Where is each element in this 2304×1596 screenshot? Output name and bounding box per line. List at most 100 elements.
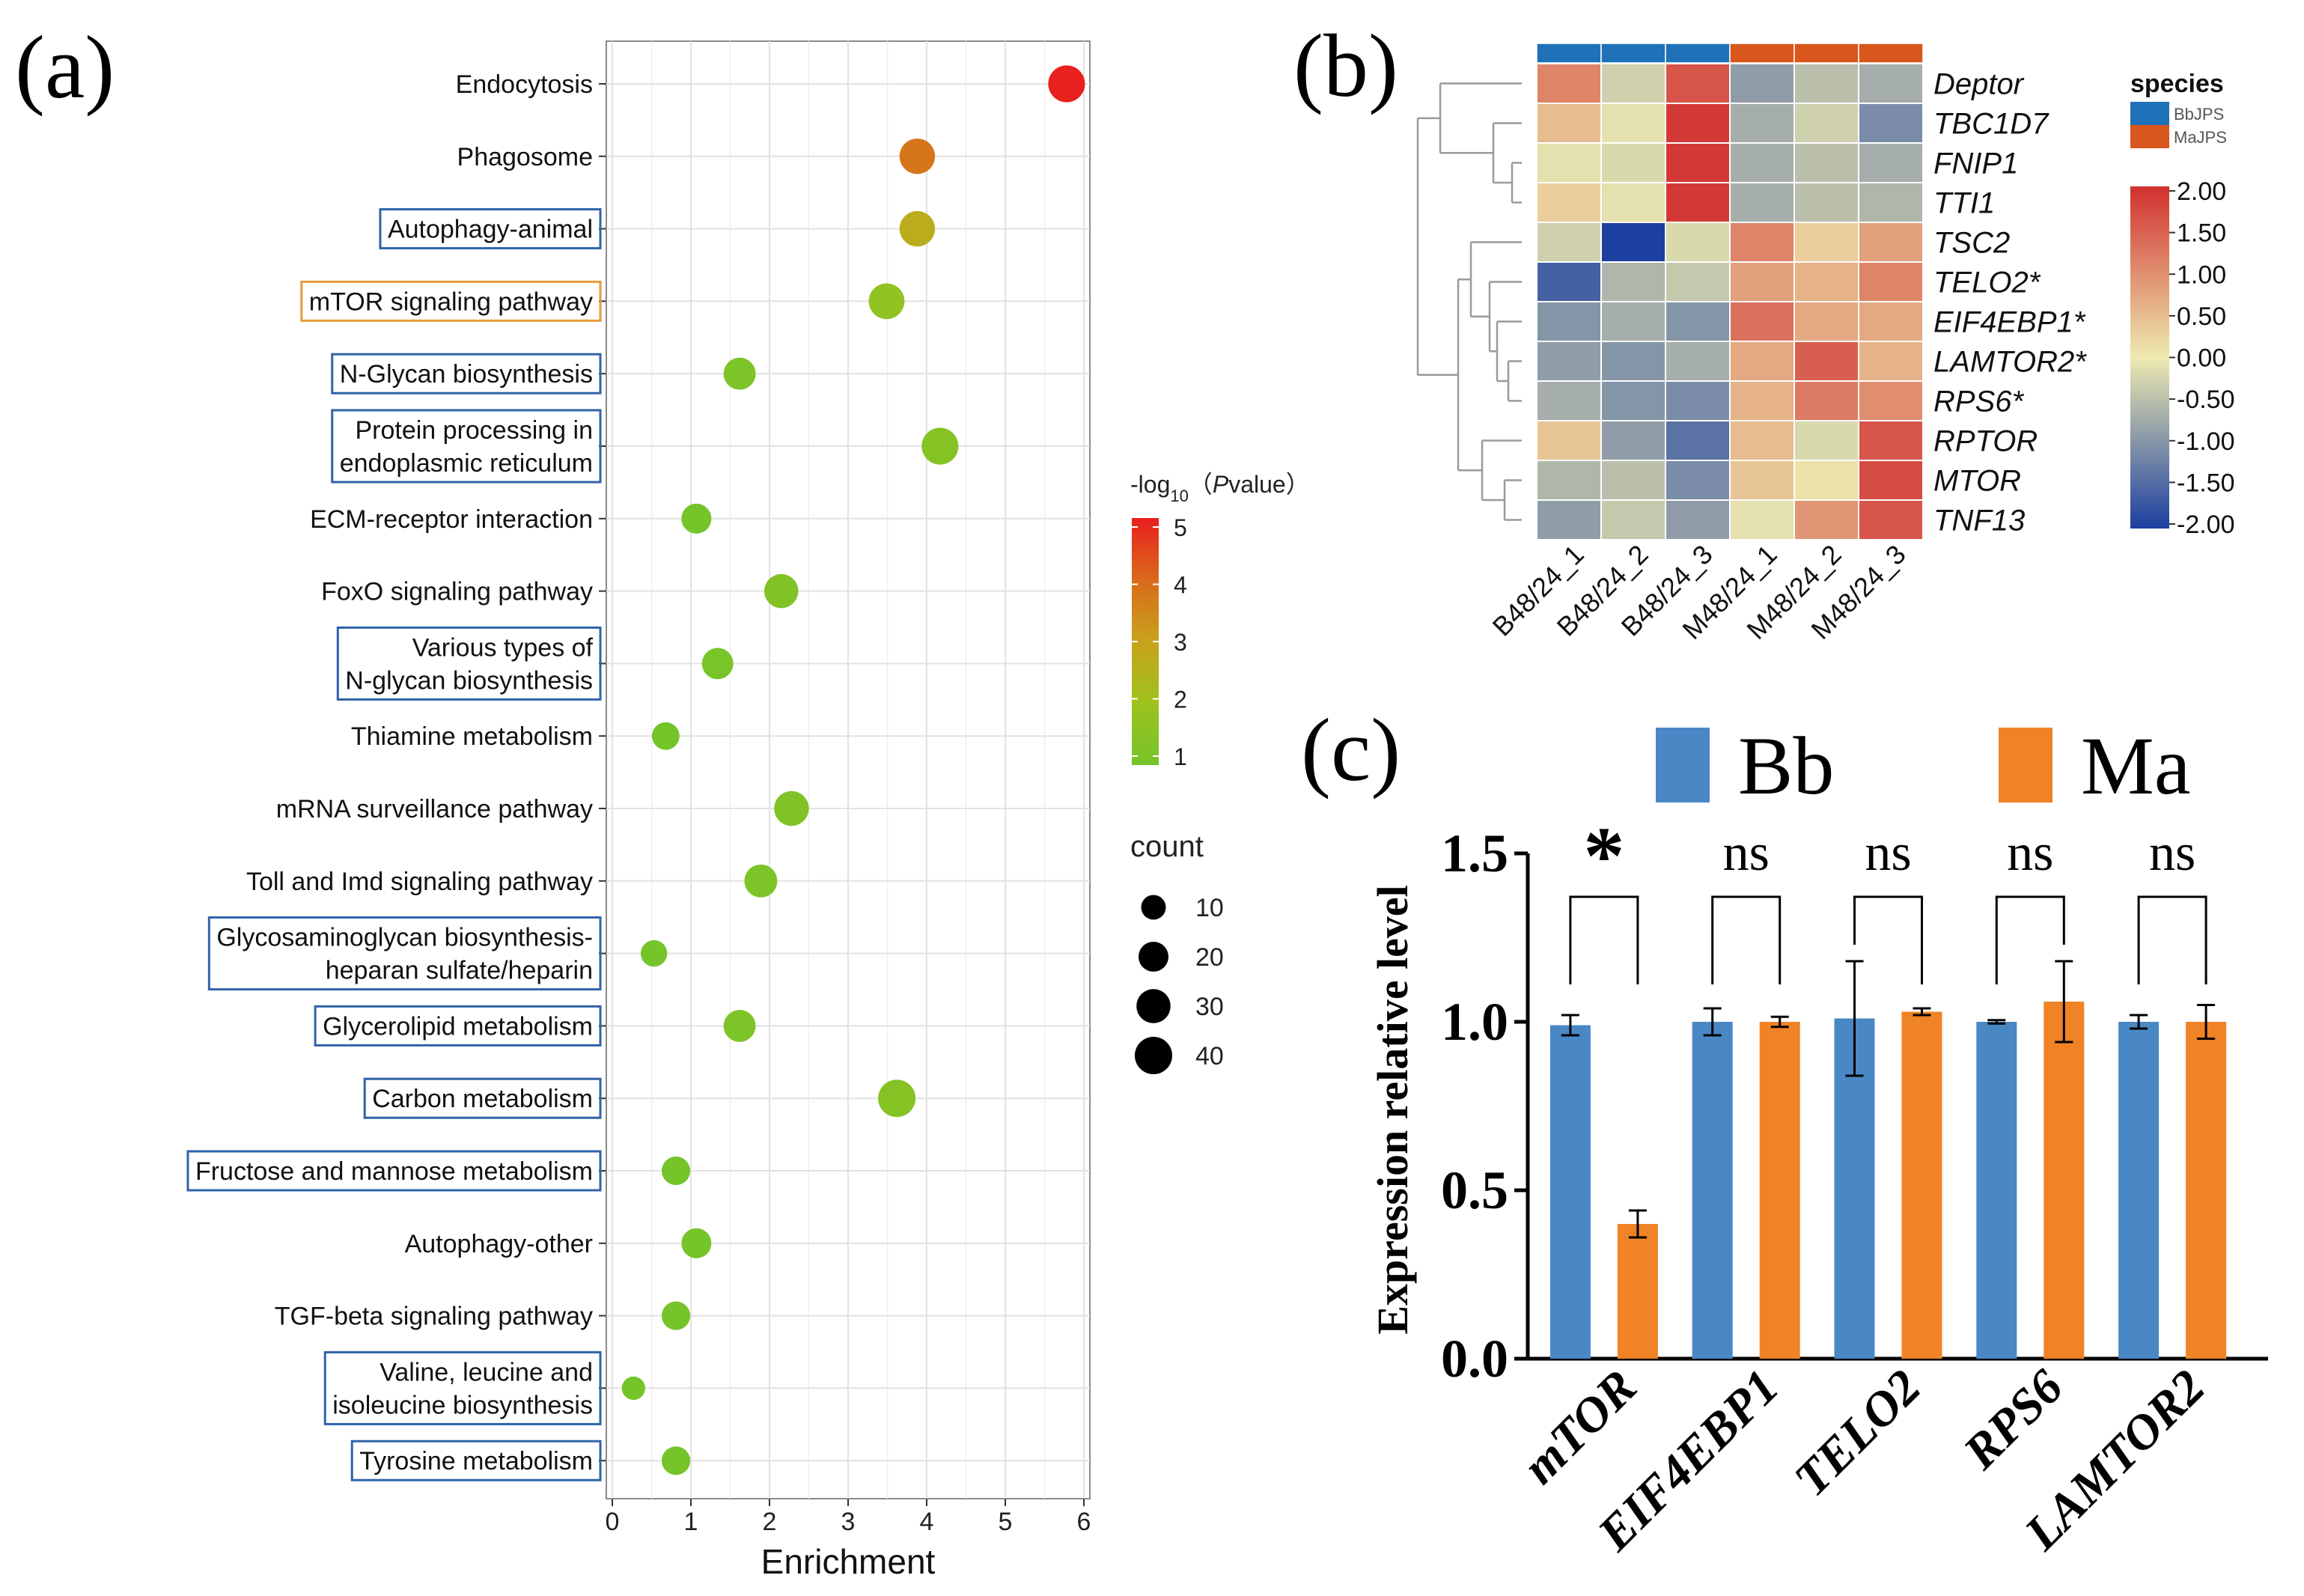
colorbar-tick-label: 1.50 bbox=[2177, 219, 2226, 248]
colorbar-tick-label: 3 bbox=[1174, 629, 1187, 656]
heatmap-cell bbox=[1729, 142, 1795, 183]
y-label-group: mRNA surveillance pathway bbox=[276, 795, 593, 823]
y-label-group: Glycosaminoglycan biosynthesis-heparan s… bbox=[216, 924, 593, 985]
colorbar-tick-label: 1.00 bbox=[2177, 261, 2226, 289]
species-annotation-cell bbox=[1600, 43, 1666, 64]
data-point bbox=[899, 210, 936, 247]
heatmap-cell bbox=[1600, 63, 1666, 104]
y-tick-label: Autophagy-other bbox=[405, 1230, 593, 1258]
data-point bbox=[774, 791, 809, 826]
size-legend-label: 10 bbox=[1195, 894, 1224, 922]
heatmap-cell bbox=[1729, 420, 1795, 461]
heatmap-cell bbox=[1858, 420, 1924, 461]
heatmap-cell bbox=[1665, 380, 1731, 421]
y-label-group: Autophagy-animal bbox=[388, 216, 593, 244]
pathway-highlight-box bbox=[300, 280, 602, 322]
heatmap-cell bbox=[1729, 261, 1795, 302]
heatmap-cell bbox=[1729, 301, 1795, 342]
heatmap-row-label: LAMTOR2* bbox=[1933, 346, 2087, 379]
heatmap-cell bbox=[1600, 103, 1666, 144]
y-label-group: TGF-beta signaling pathway bbox=[275, 1303, 593, 1331]
y-tick-label: N-glycan biosynthesis bbox=[345, 666, 593, 695]
data-point bbox=[878, 1079, 916, 1118]
heatmap-cell bbox=[1536, 301, 1602, 342]
y-tick-label: Various types of bbox=[412, 633, 594, 662]
x-tick-label: 6 bbox=[1077, 1508, 1091, 1536]
size-legend-label: 20 bbox=[1195, 943, 1224, 972]
heatmap-cell bbox=[1536, 341, 1602, 382]
heatmap-cell bbox=[1665, 420, 1731, 461]
heatmap-cell bbox=[1665, 222, 1731, 263]
significance-bracket bbox=[1853, 895, 1923, 984]
x-tick-label: RPS6 bbox=[1953, 1359, 2073, 1480]
y-label-group: mTOR signaling pathway bbox=[309, 287, 593, 316]
heatmap-cell bbox=[1793, 261, 1859, 302]
panel-c-bar-chart: 0.0 0.5 1.0 1.5 Expression relative level Bb M… bbox=[1368, 720, 2268, 1562]
heatmap-row-label: MTOR bbox=[1933, 465, 2021, 498]
data-point bbox=[661, 1156, 691, 1186]
y-tick-label: N-Glycan biosynthesis bbox=[340, 360, 593, 389]
y-tick-label: Glycosaminoglycan biosynthesis- bbox=[216, 924, 593, 952]
significance-label: ns bbox=[2007, 824, 2053, 882]
data-point bbox=[723, 357, 756, 390]
legend-label: Bb bbox=[1738, 720, 1834, 811]
colorbar-tick-label: 2 bbox=[1174, 686, 1187, 713]
y-label-group: Toll and Imd signaling pathway bbox=[246, 868, 593, 896]
y-tick-label: Phagosome bbox=[457, 143, 593, 171]
y-tick-label: 1.5 bbox=[1441, 823, 1508, 883]
y-label-group: Glycerolipid metabolism bbox=[323, 1012, 593, 1041]
heatmap-cell bbox=[1729, 380, 1795, 421]
heatmap-cell bbox=[1536, 380, 1602, 421]
heatmap-cell bbox=[1858, 380, 1924, 421]
species-legend-title: species bbox=[2130, 70, 2224, 98]
legend-label: Ma bbox=[2081, 720, 2191, 811]
data-point bbox=[621, 1376, 645, 1401]
y-label-group: Various types of N-glycan biosynthesis bbox=[345, 633, 593, 695]
data-point bbox=[661, 1301, 691, 1330]
heatmap-cell bbox=[1665, 63, 1731, 104]
heatmap-cell bbox=[1600, 222, 1666, 263]
x-tick-label: mTOR bbox=[1512, 1359, 1647, 1494]
y-label-group: Tyrosine metabolism bbox=[359, 1447, 593, 1475]
species-annotation-cell bbox=[1729, 43, 1795, 64]
pathway-highlight-box bbox=[350, 1440, 602, 1481]
heatmap-cell bbox=[1729, 460, 1795, 501]
y-tick-label: Glycerolipid metabolism bbox=[323, 1012, 593, 1041]
y-tick-label: Carbon metabolism bbox=[372, 1085, 593, 1113]
y-label-group: Endocytosis bbox=[456, 70, 593, 99]
colorbar-tick-label: 0.00 bbox=[2177, 344, 2226, 373]
data-point bbox=[1048, 65, 1085, 103]
significance-bracket bbox=[1711, 895, 1782, 984]
pathway-highlight-box bbox=[336, 626, 602, 701]
heatmap-cell bbox=[1600, 499, 1666, 540]
y-tick-label: Autophagy-animal bbox=[388, 216, 593, 244]
heatmap-cell bbox=[1858, 460, 1924, 501]
data-point bbox=[723, 1009, 756, 1042]
heatmap-cell bbox=[1729, 222, 1795, 263]
size-legend-dot bbox=[1136, 989, 1171, 1023]
data-point bbox=[899, 138, 936, 174]
species-annotation-cell bbox=[1665, 43, 1731, 64]
y-label-group: Thiamine metabolism bbox=[351, 722, 593, 751]
heatmap-cell bbox=[1665, 182, 1731, 223]
heatmap-row-label: TBC1D7 bbox=[1933, 108, 2049, 141]
heatmap-row-label: RPTOR bbox=[1933, 425, 2038, 458]
heatmap-cell bbox=[1665, 103, 1731, 144]
y-label-group: FoxO signaling pathway bbox=[321, 578, 593, 606]
data-point bbox=[651, 722, 680, 750]
species-legend-swatch bbox=[2130, 125, 2169, 148]
heatmap-row-label: TNF13 bbox=[1933, 505, 2025, 537]
legend-swatch bbox=[1999, 728, 2052, 802]
heatmap-cell bbox=[1600, 460, 1666, 501]
y-tick-label: Fructose and mannose metabolism bbox=[195, 1157, 593, 1186]
y-label-group: Carbon metabolism bbox=[372, 1085, 593, 1113]
significance-bracket bbox=[1569, 895, 1639, 984]
heatmap-cell bbox=[1665, 301, 1731, 342]
heatmap-cell bbox=[1665, 460, 1731, 501]
y-tick-label: mTOR signaling pathway bbox=[309, 287, 593, 316]
pathway-highlight-box bbox=[331, 353, 602, 395]
heatmap-cell bbox=[1793, 420, 1859, 461]
heatmap-cell bbox=[1858, 261, 1924, 302]
heatmap-cell bbox=[1600, 142, 1666, 183]
data-point bbox=[764, 573, 799, 609]
